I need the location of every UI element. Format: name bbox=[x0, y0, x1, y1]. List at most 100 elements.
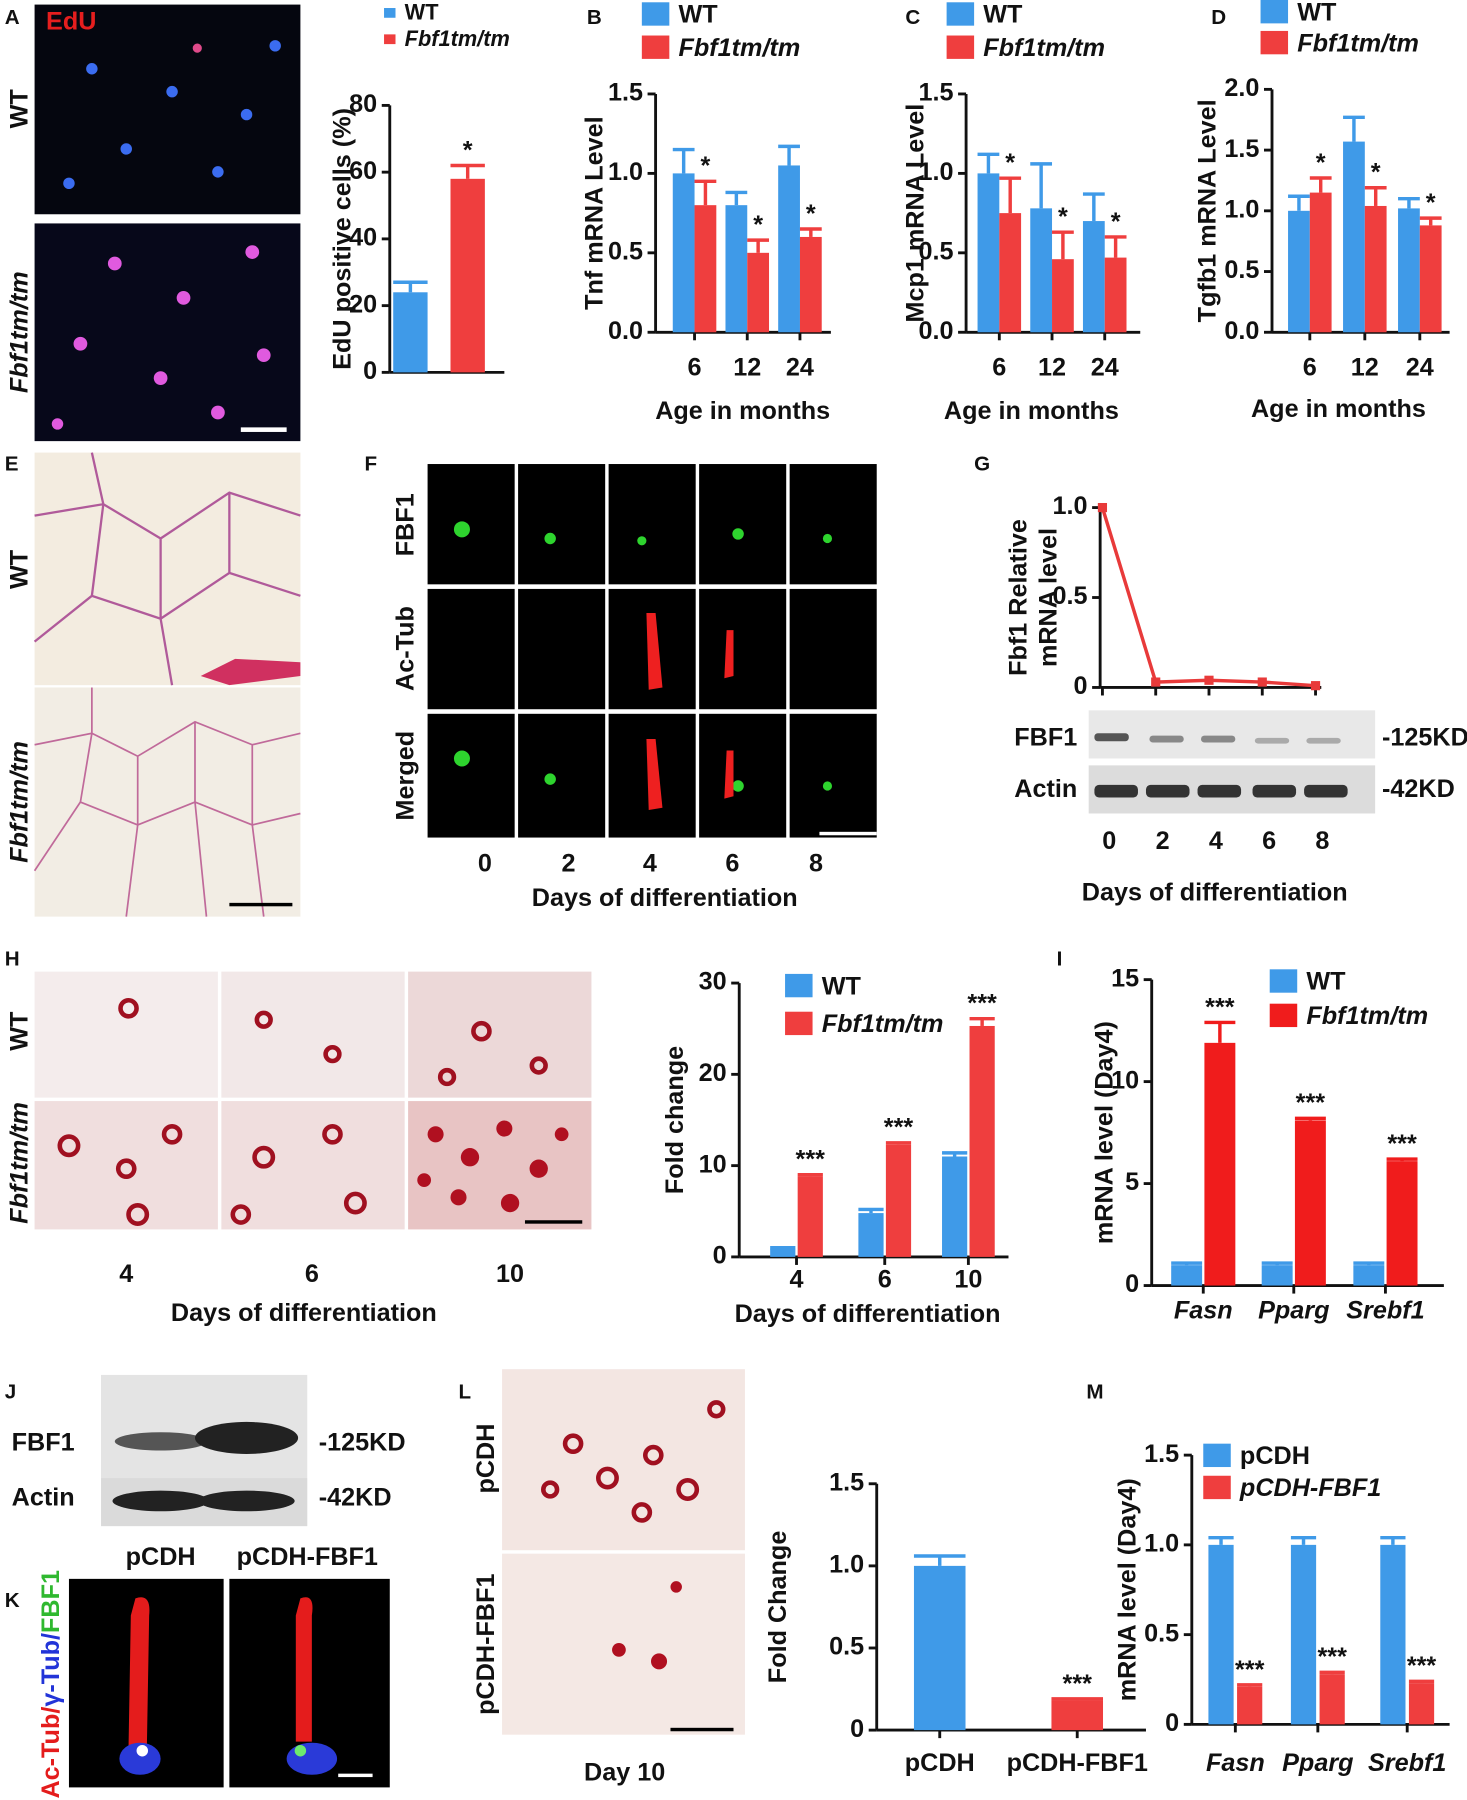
bar bbox=[747, 252, 770, 333]
x-tick-label: 6 bbox=[878, 1266, 892, 1294]
significance: *** bbox=[796, 1146, 826, 1174]
y-axis-label: mRNA level (Day4) bbox=[1091, 1021, 1119, 1244]
y-tick-label: 1.5 bbox=[1224, 135, 1259, 163]
bar bbox=[1237, 1686, 1263, 1725]
x-tick-label: Srebf1 bbox=[1368, 1749, 1446, 1777]
bar bbox=[1408, 1683, 1435, 1725]
blot-size: -125KD bbox=[1382, 724, 1467, 752]
blot-label: Actin bbox=[1014, 775, 1077, 803]
y-tick-label: 2.0 bbox=[1224, 74, 1259, 102]
significance: *** bbox=[1235, 1656, 1265, 1684]
bar bbox=[770, 1248, 796, 1257]
y-tick-label: 1.0 bbox=[1224, 195, 1259, 223]
legend-label: Fbf1tm/tm bbox=[405, 26, 510, 51]
row-label: Fbf1tm/tm bbox=[5, 741, 33, 863]
bar bbox=[1082, 221, 1105, 333]
y-tick-label: 0.0 bbox=[608, 317, 643, 345]
significance: * bbox=[753, 211, 763, 239]
panel-letter: G bbox=[974, 453, 990, 476]
y-axis-label: Fold Change bbox=[764, 1531, 792, 1684]
blot-label: FBF1 bbox=[12, 1428, 75, 1456]
x-tick-label: 4 bbox=[1209, 827, 1223, 855]
row-label: pCDH-FBF1 bbox=[472, 1574, 500, 1715]
bar bbox=[672, 173, 695, 333]
bar bbox=[1261, 1265, 1293, 1286]
bar bbox=[1353, 1265, 1385, 1286]
y-tick-label: 0 bbox=[713, 1242, 727, 1270]
bar bbox=[969, 1025, 995, 1257]
y-axis-label: Fold change bbox=[661, 1046, 689, 1194]
column-label: pCDH-FBF1 bbox=[237, 1543, 378, 1571]
bar bbox=[1052, 259, 1074, 333]
x-tick-label: 6 bbox=[992, 354, 1006, 382]
row-label: Fbf1tm/tm bbox=[5, 1102, 33, 1224]
micrograph bbox=[34, 452, 301, 686]
bar bbox=[797, 1176, 823, 1257]
row-label: WT bbox=[5, 549, 33, 589]
y-tick-label: 60 bbox=[349, 157, 377, 185]
column-label: 6 bbox=[725, 850, 739, 878]
y-axis-label: Fbf1 Relative bbox=[1005, 519, 1033, 676]
legend-label: WT bbox=[822, 972, 862, 1000]
x-axis-label: Age in months bbox=[944, 397, 1119, 425]
y-tick-label: 40 bbox=[349, 224, 377, 252]
panel-k-images: Ac-Tub/γ-Tub/FBF1 bbox=[36, 1570, 390, 1799]
bar bbox=[1380, 1544, 1406, 1725]
column-label: 2 bbox=[562, 850, 576, 878]
row-label: pCDH bbox=[472, 1424, 500, 1494]
y-tick-label: 1.5 bbox=[608, 79, 643, 107]
panel-g-blot: FBF1 Actin -125KD -42KD bbox=[1014, 710, 1467, 814]
x-tick-label: 24 bbox=[786, 354, 814, 382]
y-tick-label: 20 bbox=[699, 1059, 727, 1087]
bar bbox=[858, 1213, 884, 1257]
significance: * bbox=[806, 200, 816, 228]
blot-size: -42KD bbox=[319, 1483, 392, 1511]
panel-letter: I bbox=[1057, 948, 1063, 971]
stain-label: Ac-Tub/γ-Tub/FBF1 bbox=[36, 1570, 64, 1799]
y-axis-label: Tgfb1 mRNA Level bbox=[1194, 99, 1222, 322]
stain-label: EdU bbox=[46, 8, 96, 36]
panel-letter: H bbox=[5, 948, 20, 971]
panel-letter: M bbox=[1086, 1381, 1103, 1404]
x-tick-label: 6 bbox=[1303, 354, 1317, 382]
significance: * bbox=[1111, 208, 1121, 236]
stain-part: γ-Tub/ bbox=[36, 1633, 64, 1707]
significance: *** bbox=[1387, 1130, 1417, 1158]
legend-swatch bbox=[384, 34, 396, 45]
legend-label: pCDH-FBF1 bbox=[1239, 1474, 1381, 1502]
blot-size: -125KD bbox=[319, 1428, 406, 1456]
axis-label: Days of differentiation bbox=[171, 1299, 437, 1327]
x-tick-label: Fasn bbox=[1174, 1297, 1233, 1325]
column-label: 4 bbox=[119, 1260, 133, 1288]
x-tick-label: pCDH-FBF1 bbox=[1007, 1749, 1148, 1777]
significance: * bbox=[1005, 149, 1015, 177]
row-label: Merged bbox=[392, 731, 420, 821]
y-tick-label: 0.5 bbox=[1144, 1619, 1179, 1647]
bar bbox=[694, 205, 717, 333]
marker bbox=[1204, 675, 1214, 685]
y-tick-label: 0 bbox=[363, 357, 377, 385]
x-tick-label: 12 bbox=[1351, 354, 1379, 382]
column-label: 6 bbox=[305, 1260, 319, 1288]
legend-swatch bbox=[1260, 0, 1289, 24]
legend-label: WT bbox=[1306, 968, 1346, 996]
bar bbox=[1104, 257, 1127, 333]
bar bbox=[885, 1144, 912, 1257]
row-label: FBF1 bbox=[392, 493, 420, 556]
y-axis-label: mRNA level (Day4) bbox=[1113, 1478, 1141, 1701]
legend-label: Fbf1tm/tm bbox=[679, 34, 801, 62]
column-label: pCDH bbox=[126, 1543, 196, 1571]
significance: * bbox=[1371, 159, 1381, 187]
y-tick-label: 0.5 bbox=[1053, 582, 1088, 610]
y-tick-label: 1.0 bbox=[1144, 1530, 1179, 1558]
significance: *** bbox=[1205, 993, 1235, 1021]
legend-swatch bbox=[1260, 30, 1289, 55]
legend-label: WT bbox=[405, 0, 440, 24]
legend-swatch bbox=[785, 973, 813, 998]
x-tick-label: 0 bbox=[1102, 827, 1116, 855]
bar bbox=[977, 173, 1000, 333]
legend-swatch bbox=[641, 2, 670, 26]
bar bbox=[1030, 208, 1053, 333]
y-axis-label: Tnf mRNA Level bbox=[581, 116, 609, 310]
